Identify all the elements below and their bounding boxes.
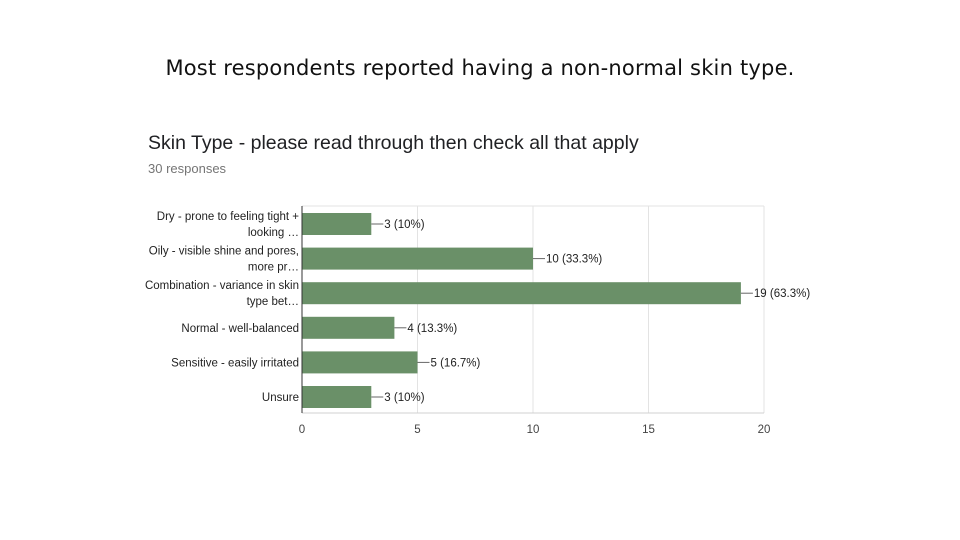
chart-title: Skin Type - please read through then che… bbox=[148, 132, 639, 154]
category-label: Oily - visible shine and pores, bbox=[149, 246, 299, 258]
slide-heading: Most respondents reported having a non-n… bbox=[165, 56, 795, 80]
x-tick-label: 20 bbox=[758, 424, 771, 436]
category-label: Normal - well-balanced bbox=[181, 323, 299, 335]
data-label: 3 (10%) bbox=[384, 219, 424, 231]
bar bbox=[302, 282, 741, 305]
x-tick-label: 0 bbox=[299, 424, 305, 436]
category-label: Dry - prone to feeling tight + bbox=[157, 211, 300, 223]
bar bbox=[302, 247, 533, 270]
bar bbox=[302, 386, 372, 408]
data-label: 19 (63.3%) bbox=[754, 288, 810, 300]
bar bbox=[302, 351, 418, 374]
category-label: looking … bbox=[248, 227, 299, 239]
x-tick-label: 5 bbox=[414, 424, 420, 436]
category-label: Unsure bbox=[262, 392, 299, 404]
data-label: 4 (13.3%) bbox=[407, 323, 457, 335]
data-label: 10 (33.3%) bbox=[546, 254, 602, 266]
bar bbox=[302, 213, 372, 235]
data-label: 5 (16.7%) bbox=[431, 357, 481, 369]
category-label: Sensitive - easily irritated bbox=[171, 357, 299, 369]
data-label: 3 (10%) bbox=[384, 392, 424, 404]
category-label: Combination - variance in skin bbox=[145, 280, 299, 292]
chart-subtitle: 30 responses bbox=[148, 161, 227, 176]
bar bbox=[302, 316, 395, 339]
x-tick-label: 15 bbox=[642, 424, 655, 436]
x-tick-label: 10 bbox=[527, 424, 540, 436]
category-label: more pr… bbox=[248, 262, 299, 274]
category-label: type bet… bbox=[247, 296, 299, 308]
